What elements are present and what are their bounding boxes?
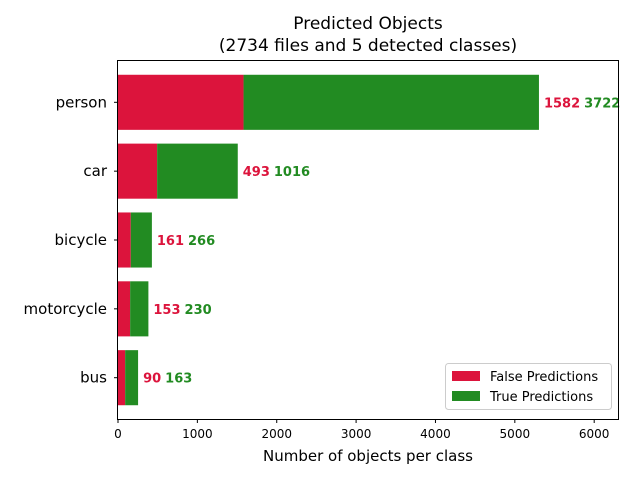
category-label-bicycle: bicycle: [55, 231, 107, 249]
legend-swatch-false: [452, 371, 480, 381]
bar-false-bicycle: [118, 212, 131, 268]
legend-box: [445, 363, 612, 410]
legend-label-true: True Predictions: [489, 390, 593, 405]
data-labels: 90 163 153 230 161 266 493 1016 1582 3722: [143, 96, 620, 386]
legend: False Predictions True Predictions: [445, 363, 612, 410]
category-label-motorcycle: motorcycle: [24, 300, 107, 318]
bar-false-car: [118, 143, 158, 199]
chart-subtitle: (2734 files and 5 detected classes): [219, 36, 517, 56]
x-axis-label: Number of objects per class: [263, 447, 473, 465]
data-label-true-motorcycle: 230: [185, 303, 212, 318]
legend-label-false: False Predictions: [490, 370, 598, 385]
chart-title: Predicted Objects: [293, 14, 443, 34]
category-labels: bus motorcycle bicycle car person: [24, 93, 118, 387]
bar-true-person: [243, 74, 539, 130]
data-label-true-car: 1016: [274, 165, 310, 180]
data-label-false-person: 1582: [544, 96, 580, 111]
data-label-false-bicycle: 161: [157, 234, 184, 249]
bar-false-motorcycle: [118, 281, 131, 337]
x-tick-label-4000: 4000: [420, 427, 451, 441]
x-tick-label-3000: 3000: [341, 427, 372, 441]
bar-true-bus: [125, 350, 139, 406]
data-label-false-car: 493: [243, 165, 270, 180]
bar-false-bus: [118, 350, 126, 406]
legend-swatch-true: [452, 391, 480, 401]
plot-frame: [117, 60, 619, 420]
x-tick-label-0: 0: [114, 427, 122, 441]
category-label-bus: bus: [80, 369, 107, 387]
bar-false-person: [118, 74, 244, 130]
x-tick-label-2000: 2000: [261, 427, 292, 441]
x-tick-label-5000: 5000: [500, 427, 531, 441]
bar-true-car: [157, 143, 238, 199]
bar-true-motorcycle: [130, 281, 149, 337]
data-label-true-person: 3722: [584, 96, 620, 111]
bars-group: [118, 74, 539, 406]
category-label-car: car: [83, 162, 107, 180]
data-label-true-bicycle: 266: [188, 234, 215, 249]
x-tick-label-1000: 1000: [182, 427, 213, 441]
bar-true-bicycle: [130, 212, 152, 268]
x-tick-label-6000: 6000: [579, 427, 610, 441]
category-label-person: person: [56, 93, 107, 111]
data-label-false-bus: 90: [143, 372, 161, 387]
x-axis-ticks: 0 1000 2000 3000 4000 5000 6000: [114, 419, 609, 441]
data-label-true-bus: 163: [165, 372, 192, 387]
data-label-false-motorcycle: 153: [153, 303, 180, 318]
